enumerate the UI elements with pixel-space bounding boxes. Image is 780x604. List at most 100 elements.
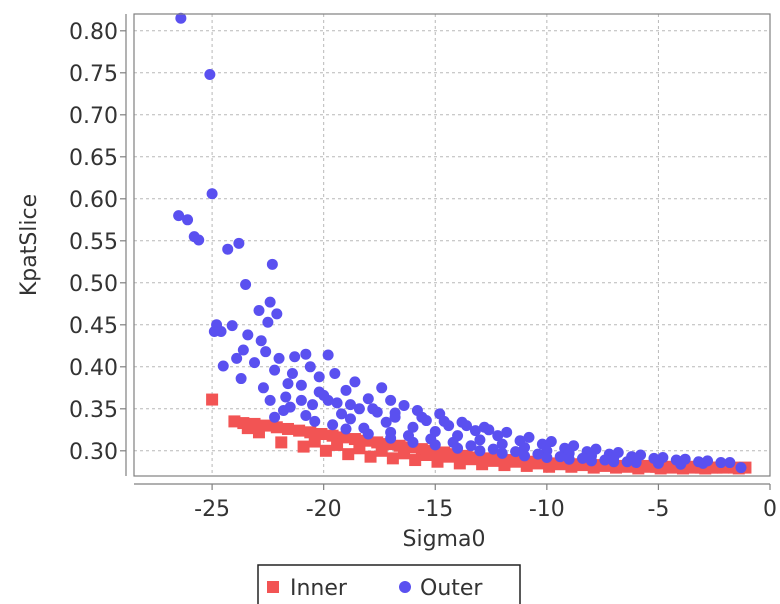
y-tick-label: 0.75 [69,62,118,87]
x-tick-label: 0 [763,497,777,522]
inner-point [476,458,489,471]
y-tick-label: 0.40 [69,356,118,381]
outer-point [501,426,513,438]
outer-point [307,399,319,411]
outer-point [215,326,227,338]
inner-point [297,440,310,453]
outer-point [264,296,276,308]
outer-point [226,320,238,332]
outer-point [262,316,274,328]
inner-point [431,455,444,468]
y-axis: 0.30 0.35 0.40 0.45 0.50 0.55 0.60 0.65 0.70 0.75… [69,14,127,476]
outer-point [621,456,633,468]
inner-point [398,447,411,460]
outer-point [242,329,254,341]
outer-point [269,411,281,423]
inner-point [386,452,399,465]
inner-point [206,393,219,406]
x-tick-label: -25 [194,497,230,522]
inner-point [326,429,339,442]
outer-point [273,352,285,364]
outer-point [193,234,205,246]
outer-point [735,462,747,474]
outer-point [523,431,535,443]
y-tick-label: 0.80 [69,20,118,45]
outer-point [182,214,194,226]
outer-point [300,410,312,422]
outer-point [367,403,379,415]
outer-point [280,391,292,403]
y-tick-label: 0.55 [69,230,118,255]
y-tick-label: 0.30 [69,440,118,465]
outer-point [175,12,187,24]
inner-point [241,422,254,435]
outer-point [289,351,301,363]
inner-point [509,455,522,468]
outer-point [563,453,575,465]
inner-point [342,448,355,461]
outer-point [465,440,477,452]
inner-point [464,453,477,466]
outer-point [257,382,269,394]
inner-point [420,449,433,461]
inner-point [487,454,500,467]
inner-point [353,442,366,455]
outer-point [344,399,356,411]
x-axis: -25 -20 -15 -10 -5 0 [134,483,777,522]
inner-point [453,457,466,470]
outer-point [313,386,325,398]
outer-point [483,424,495,436]
x-tick-label: -15 [417,497,453,522]
outer-point [240,278,252,290]
outer-point [438,415,450,427]
inner-point [409,454,422,467]
outer-point [255,335,267,347]
inner-point [543,460,556,473]
inner-point [319,444,332,457]
inner-point [270,421,283,434]
outer-point [385,394,397,406]
x-tick-label: -10 [529,497,565,522]
outer-point [340,384,352,396]
outer-point [474,445,486,457]
legend: Inner Outer [257,564,521,604]
outer-point [496,438,508,450]
outer-series [173,12,747,474]
legend-outer-label: Outer [420,576,483,601]
outer-point [532,448,544,460]
outer-point [300,348,312,360]
legend-outer-marker-icon [399,581,411,593]
outer-point [675,458,687,470]
outer-point [217,360,229,372]
outer-point [407,436,419,448]
outer-point [340,423,352,435]
outer-point [630,457,642,469]
outer-point [253,305,265,317]
legend-inner-marker-icon [267,581,279,593]
outer-point [313,371,325,383]
outer-point [585,455,597,467]
outer-point [376,382,388,394]
outer-point [461,420,473,432]
outer-point [327,419,339,431]
inner-point [531,457,544,470]
outer-point [322,394,334,406]
outer-point [577,452,589,464]
outer-point [389,407,401,419]
inner-point [275,436,288,449]
outer-point [715,457,727,469]
inner-point [348,433,361,446]
inner-point [643,460,656,473]
x-tick-label: -20 [306,497,342,522]
outer-point [519,450,531,462]
outer-point [452,442,464,454]
outer-point [266,258,278,270]
outer-point [398,399,410,411]
outer-point [469,425,481,437]
outer-point [271,308,283,320]
outer-point [385,432,397,444]
outer-point [344,413,356,425]
plot-border [133,13,771,477]
outer-point [264,394,276,406]
